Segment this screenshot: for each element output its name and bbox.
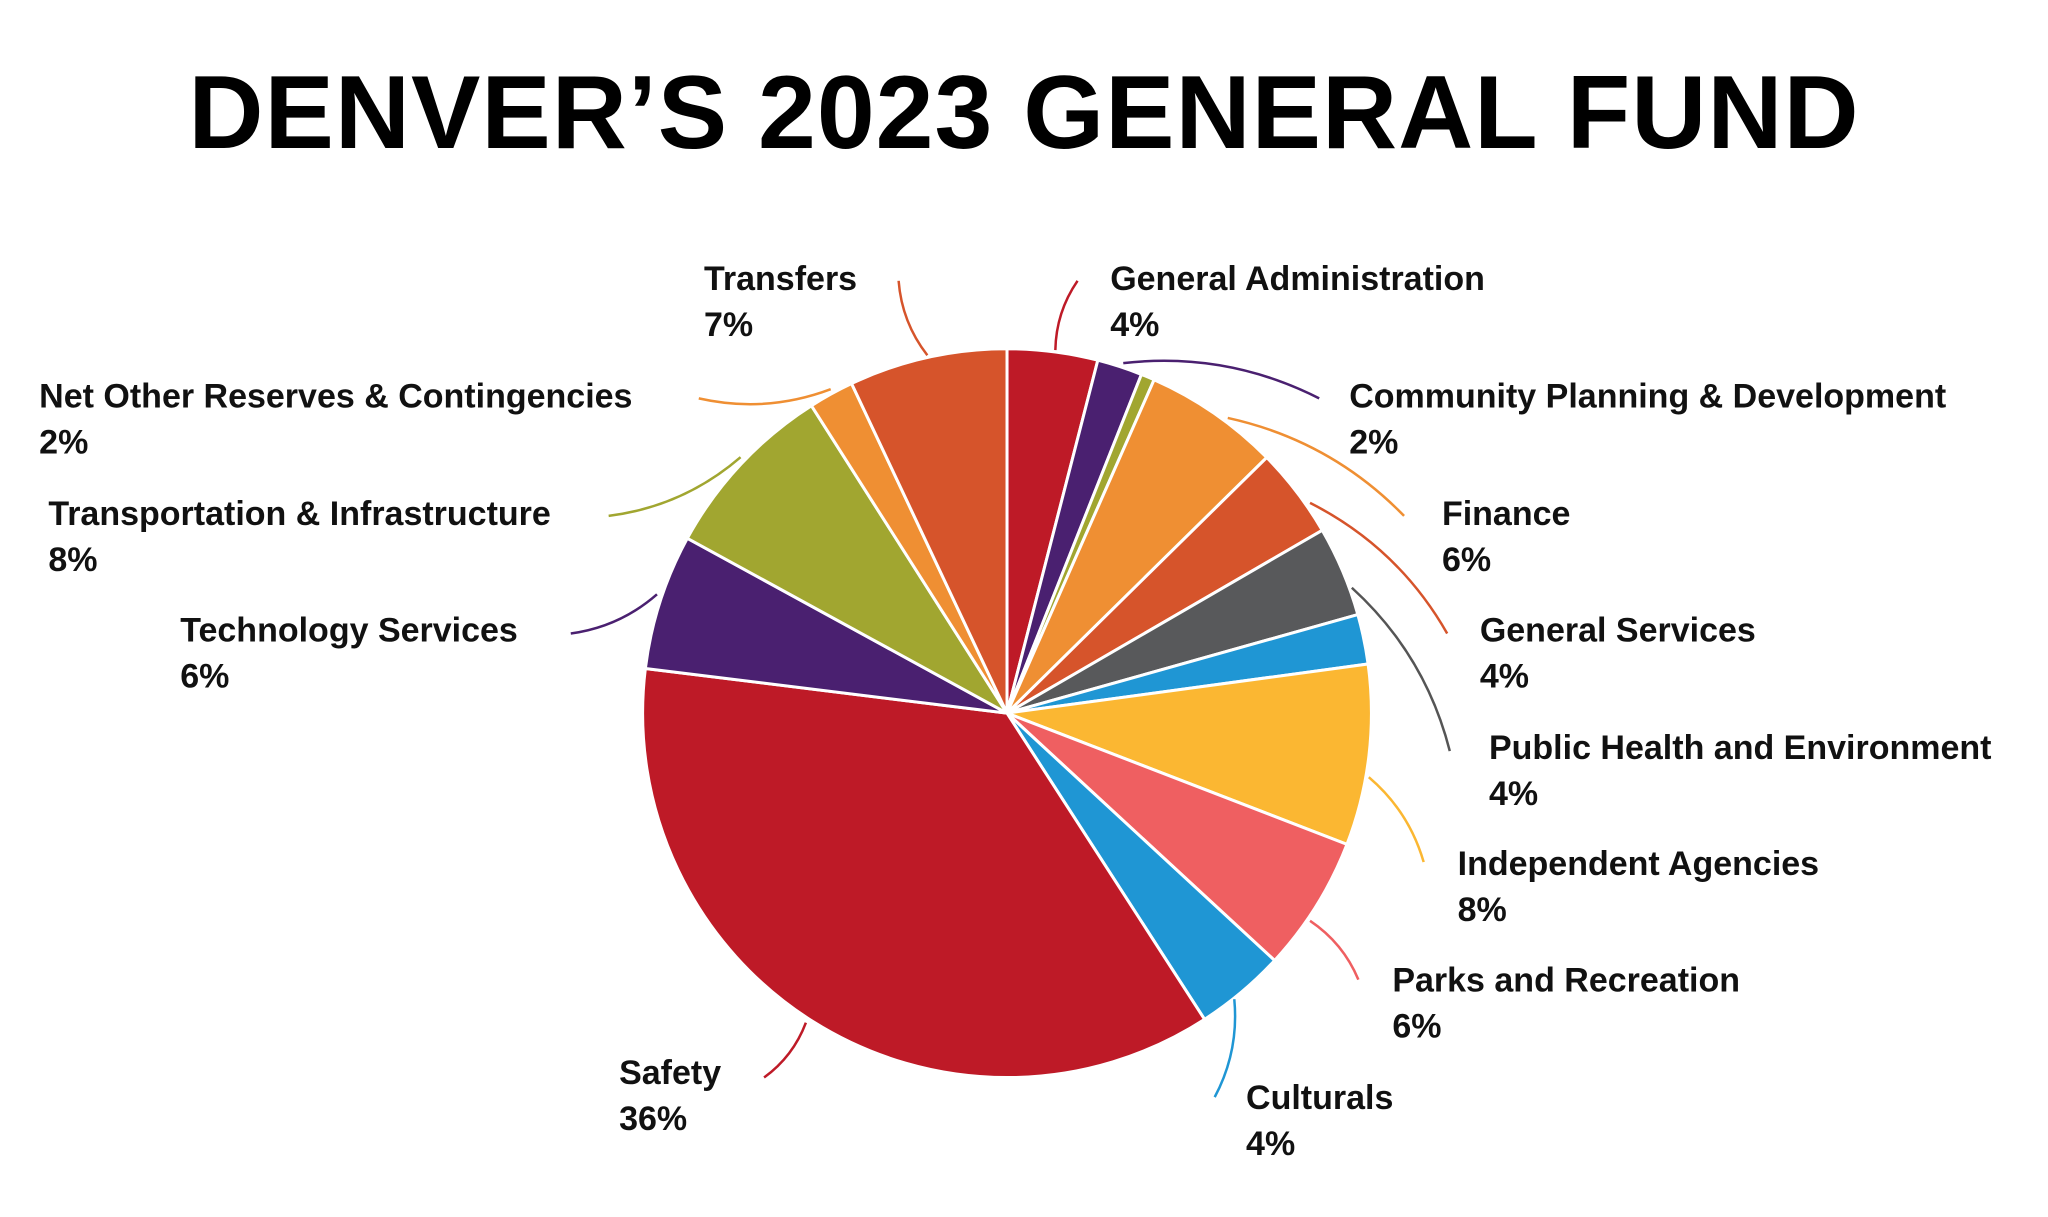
slice-value-label: 6%	[1442, 541, 1491, 579]
leader-line	[1350, 586, 1452, 752]
slice-label: Independent Agencies	[1458, 845, 1819, 883]
chart-title: DENVER’S 2023 GENERAL FUND	[188, 55, 1859, 171]
pie-slice	[685, 403, 1009, 715]
slice-label: Public Health and Environment	[1489, 729, 1992, 767]
slice-label: General Administration	[1110, 260, 1485, 298]
leader-line	[570, 593, 658, 635]
slice-value-label: 4%	[1480, 657, 1529, 695]
slice-value-label: 4%	[1246, 1125, 1295, 1163]
leader-line	[763, 1022, 808, 1079]
slice-value-label: 2%	[39, 424, 88, 462]
slice-value-label: 4%	[1489, 775, 1538, 813]
slice-value-label: 36%	[619, 1100, 687, 1138]
leader-line	[1123, 359, 1320, 400]
slice-label: Technology Services	[180, 611, 518, 649]
slice-value-label: 2%	[1349, 424, 1398, 462]
pie-slice	[643, 536, 1008, 715]
leader-line	[1213, 999, 1237, 1098]
leader-line	[1309, 919, 1360, 981]
slice-value-label: 8%	[1458, 891, 1507, 929]
leader-line	[897, 280, 929, 357]
slice-label: Culturals	[1246, 1079, 1393, 1117]
leader-line	[608, 456, 742, 518]
pie-slice	[1006, 662, 1373, 847]
leader-line	[1309, 501, 1449, 635]
slice-label: Finance	[1442, 495, 1570, 533]
leader-line	[1227, 416, 1405, 517]
slice-label: Parks and Recreation	[1392, 961, 1740, 999]
slice-label: Transportation & Infrastructure	[48, 495, 551, 533]
slice-value-label: 6%	[180, 657, 229, 695]
slice-value-label: 4%	[1110, 306, 1159, 344]
leader-line	[1054, 280, 1079, 351]
slice-label: General Services	[1480, 611, 1756, 649]
slice-label: Transfers	[704, 260, 857, 298]
leader-line	[1368, 776, 1425, 863]
slice-label: Net Other Reserves & Contingencies	[39, 378, 632, 416]
slice-value-label: 7%	[704, 306, 753, 344]
slice-value-label: 6%	[1392, 1007, 1441, 1045]
slice-label: Community Planning & Development	[1349, 378, 1946, 416]
pie-slice	[849, 347, 1009, 714]
slice-label: Safety	[619, 1054, 721, 1092]
pie-slice	[641, 666, 1207, 1080]
slice-value-label: 8%	[48, 541, 97, 579]
pie-slice	[1005, 377, 1269, 715]
pie-slice	[1006, 711, 1349, 963]
leader-line	[698, 388, 832, 406]
